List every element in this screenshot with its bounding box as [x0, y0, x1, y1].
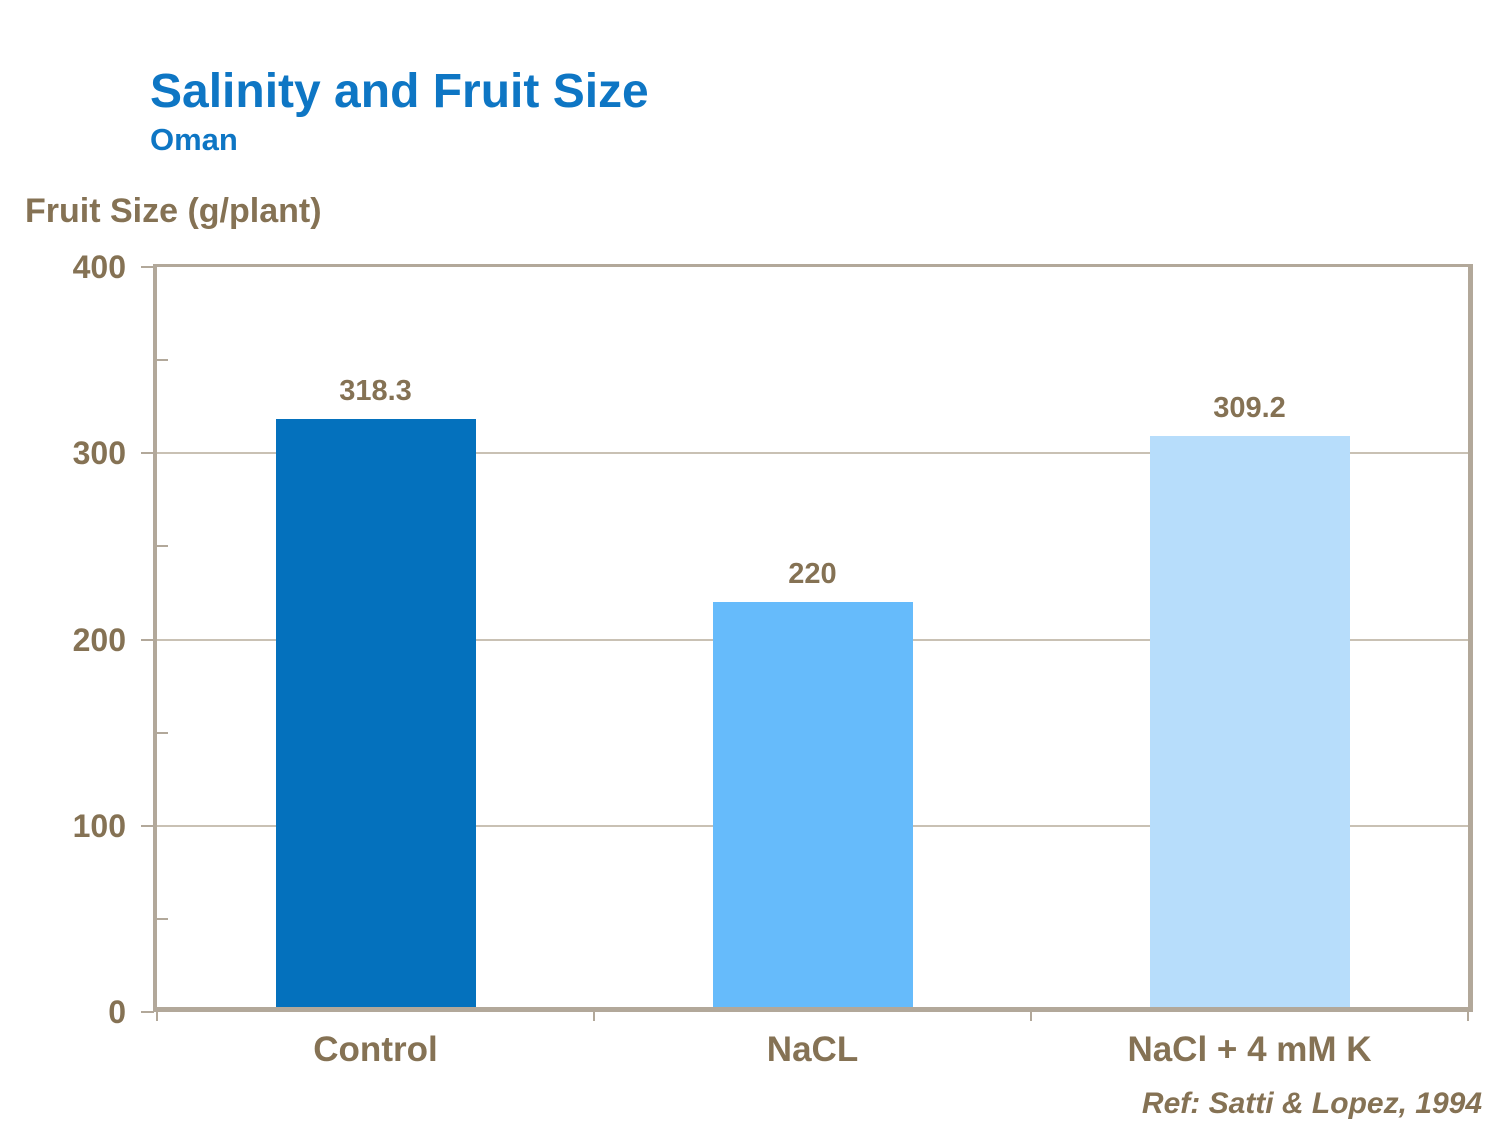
- x-axis-line: [153, 1007, 1473, 1012]
- bar: [275, 419, 476, 1012]
- bar-value-label: 309.2: [1213, 392, 1286, 425]
- category-label: Control: [313, 1030, 438, 1069]
- y-minor-tick: [157, 359, 168, 362]
- chart-title: Salinity and Fruit Size: [150, 65, 649, 118]
- y-major-tick: [141, 1011, 154, 1013]
- y-minor-tick: [157, 545, 168, 548]
- plot-area: 318.3 220 309.2: [141, 264, 1473, 1021]
- y-tick-label: 100: [72, 807, 126, 844]
- y-major-tick: [141, 824, 154, 827]
- y-major-tick: [141, 266, 154, 268]
- x-boundary-tick: [1030, 1012, 1032, 1021]
- y-minor-tick: [157, 731, 168, 734]
- reference-citation: Ref: Satti & Lopez, 1994: [1141, 1087, 1482, 1120]
- x-boundary-tick: [156, 1012, 158, 1021]
- x-boundary-tick: [1467, 1012, 1469, 1021]
- gridline: [157, 452, 1468, 455]
- y-tick-label: 300: [72, 435, 126, 472]
- bar: [1149, 436, 1350, 1012]
- y-tick-label: 0: [108, 994, 126, 1030]
- bar-value-label: 318.3: [339, 375, 412, 408]
- y-axis-title: Fruit Size (g/plant): [25, 192, 322, 230]
- y-tick-label: 200: [72, 621, 126, 658]
- y-major-tick: [141, 452, 154, 455]
- y-tick-label: 400: [72, 249, 126, 285]
- y-minor-tick: [157, 917, 168, 920]
- category-label: NaCL: [766, 1030, 859, 1069]
- bar: [712, 602, 913, 1012]
- bar-value-label: 220: [788, 558, 837, 591]
- category-label: NaCl + 4 mM K: [1127, 1030, 1372, 1069]
- chart-subtitle: Oman: [150, 122, 238, 157]
- x-boundary-tick: [593, 1012, 595, 1021]
- y-major-tick: [141, 638, 154, 641]
